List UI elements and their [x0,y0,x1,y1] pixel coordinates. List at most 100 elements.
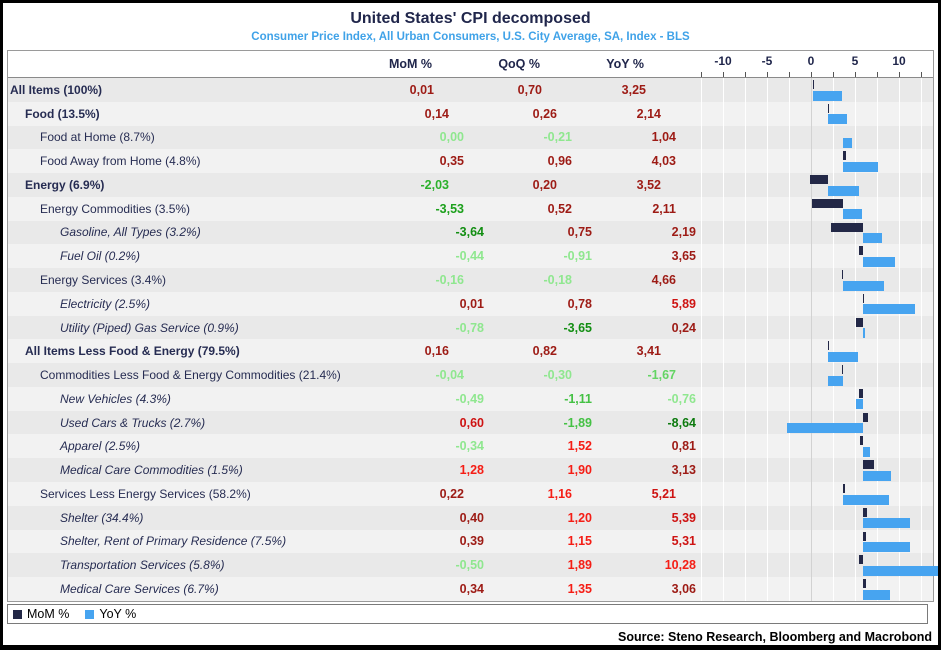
qoq-value: 0,20 [532,177,557,192]
row-bars [696,387,933,411]
axis-tick-mark [789,72,790,77]
mom-value: -0,49 [455,391,485,406]
qoq-value: 0,26 [532,106,557,121]
mom-value: 0,39 [459,534,484,549]
gridline [855,78,856,601]
qoq-value: 0,96 [547,154,572,169]
row-label: Food at Home (8.7%) [40,130,155,145]
mom-value: -0,04 [435,368,465,383]
mom-bar [813,80,815,89]
row-label: Energy Services (3.4%) [40,273,167,287]
mom-bar [863,412,869,422]
row-label: New Vehicles (4.3%) [60,391,171,406]
mom-bar [830,222,863,232]
qoq-value: 0,82 [532,344,557,359]
yoy-bar [843,280,884,291]
page-title: United States' CPI decomposed [350,10,591,27]
axis-tick-label: 0 [807,54,815,68]
row-bars [676,197,933,221]
mom-bar [859,246,863,256]
mom-bar [811,198,843,208]
gridline [899,78,900,601]
mom-value: 0,22 [439,486,464,501]
yoy-value: 2,14 [636,106,661,121]
qoq-value: 1,16 [547,486,572,501]
axis-tick-label: -10 [714,54,732,68]
mom-value: 1,28 [459,463,484,478]
axis-tick-mark [833,72,834,77]
yoy-bar [856,399,863,410]
gridline [723,78,724,601]
qoq-value: -0,18 [543,273,573,287]
yoy-value: 1,04 [651,130,676,145]
yoy-bar [813,90,842,101]
yoy-bar [786,423,863,434]
row-label: All Items Less Food & Energy (79.5%) [25,344,240,359]
yoy-value: 2,11 [652,201,676,216]
qoq-value: 0,75 [567,225,592,240]
mom-bar [860,436,863,446]
row-bars [696,434,933,458]
yoy-value: 3,06 [671,581,696,596]
axis-tick-label: -5 [761,54,773,68]
gridline [701,78,702,601]
mom-value: -3,64 [455,225,485,240]
mom-bar [841,365,843,375]
yoy-value: -8,64 [667,415,697,430]
yoy-value: 10,28 [664,558,696,573]
axis-tick-mark [767,72,768,77]
mom-value: -0,44 [455,249,485,264]
chart-gridlines [644,78,933,601]
gridline [745,78,746,601]
row-label: Commodities Less Food & Energy Commoditi… [40,368,341,383]
axis-tick-mark [877,72,878,77]
table-header-row: MoM % QoQ % YoY % -10 -5 0 5 10 [8,51,933,78]
mom-bar [858,388,863,398]
row-label: Food Away from Home (4.8%) [40,154,201,169]
yoy-bar [828,351,858,362]
yoy-value: 3,52 [636,177,661,192]
row-label: Services Less Energy Services (58.2%) [40,486,251,501]
axis-tick-label: 5 [851,54,859,68]
chart-legend: MoM % YoY % [7,604,928,624]
axis-tick-mark [855,72,856,77]
axis-tick-mark [899,72,900,77]
row-bars [661,102,933,126]
row-bars [696,577,933,601]
row-label: Used Cars & Trucks (2.7%) [60,415,206,430]
row-bars [661,173,933,197]
table-body: All Items (100%) 0,01 0,70 3,25 Food (13.5%)… [8,78,938,601]
yoy-value: 4,66 [651,273,676,287]
mom-bar [863,507,867,517]
row-label: Fuel Oil (0.2%) [60,249,141,264]
legend-label: YoY % [99,607,137,621]
legend-label: MoM % [27,607,70,621]
qoq-value: 1,52 [567,439,592,454]
yoy-bar [863,565,938,576]
mom-value: 0,01 [459,296,484,311]
mom-value: -3,53 [435,201,465,216]
yoy-value: 3,13 [671,463,696,478]
qoq-value: 1,15 [567,534,592,549]
qoq-value: -0,91 [563,249,593,264]
qoq-value: -1,89 [563,415,593,430]
mom-value: 0,40 [459,510,484,525]
yoy-value: 5,89 [671,296,696,311]
row-bars [676,363,933,387]
row-label: Transportation Services (5.8%) [60,558,225,573]
yoy-bar [863,256,896,267]
chart-axis-header: -10 -5 0 5 10 [644,51,933,77]
yoy-value: 0,24 [671,320,696,335]
row-label: Energy Commodities (3.5%) [40,201,191,216]
row-label: All Items (100%) [10,82,103,97]
page-subtitle: Consumer Price Index, All Urban Consumer… [251,31,690,43]
axis-tick-mark [921,72,922,77]
cpi-table: MoM % QoQ % YoY % -10 -5 0 5 10 All Items (1… [7,50,938,602]
axis-tick-mark [723,72,724,77]
mom-value: -0,34 [455,439,485,454]
yoy-bar [863,328,866,339]
gridline [789,78,790,601]
mom-bar [828,103,830,113]
row-label: Shelter, Rent of Primary Residence (7.5%… [60,534,287,549]
legend-item: MoM % [13,607,69,621]
